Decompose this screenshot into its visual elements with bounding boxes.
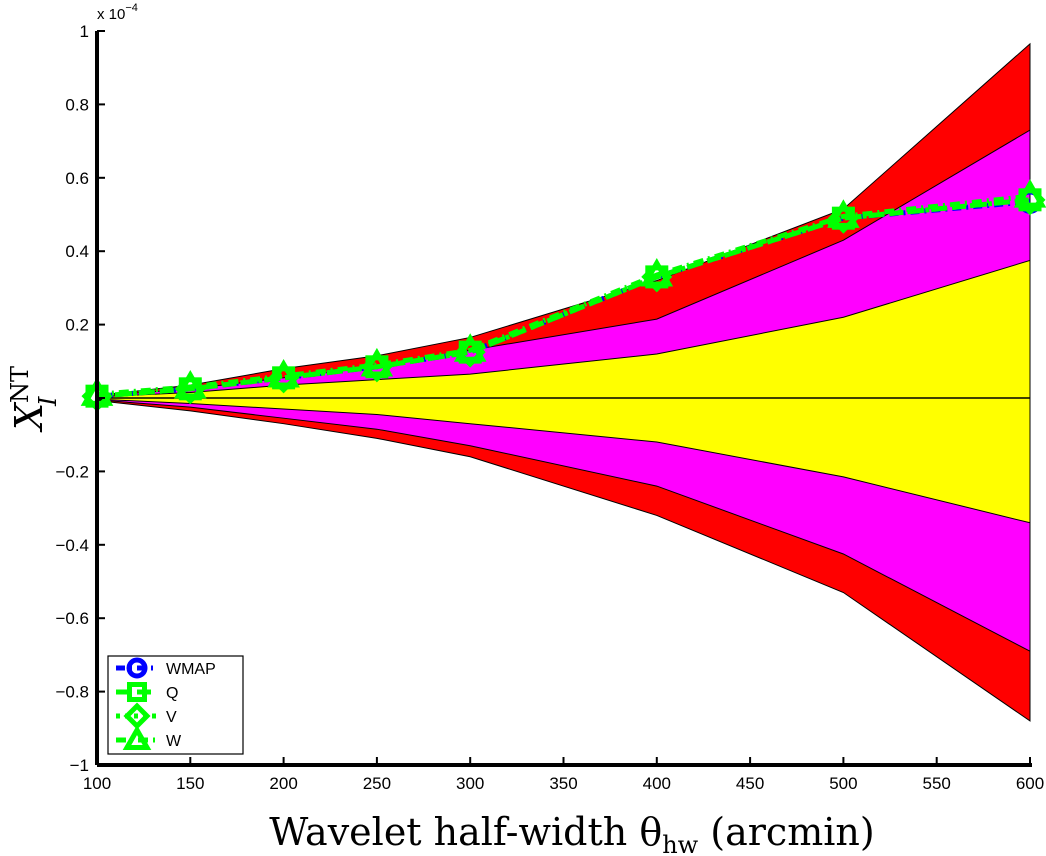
x-tick-label: 200: [269, 774, 297, 793]
confidence-bands: [96, 42, 1031, 722]
y-tick-label: −0.4: [55, 536, 89, 555]
series-lines: [80, 179, 1046, 412]
y-tick-label: −0.2: [55, 462, 89, 481]
legend-label: Q: [166, 685, 178, 702]
data-point-w: [453, 333, 487, 362]
legend-marker: [127, 682, 147, 702]
legend-marker: [122, 724, 152, 750]
x-tick-label: 400: [643, 774, 671, 793]
data-point-w: [267, 358, 300, 388]
y-tick-label: 0.6: [65, 169, 89, 188]
y-tick-label: −1: [70, 756, 89, 775]
series-line-v: [96, 197, 1031, 399]
x-tick-label: 150: [176, 774, 204, 793]
data-point-w: [1013, 179, 1046, 208]
data-point-w: [827, 199, 860, 228]
data-point-w: [173, 369, 207, 399]
x-ticks: 100 150 200 250 300 350 400 450 500 550 600: [83, 757, 1044, 793]
legend-entry-wmap: WMAP: [116, 657, 216, 679]
data-point-w: [640, 258, 674, 287]
y-ticks: 1 0.8 0.6 0.4 0.2 −0.2 −0.4 −0.6 −0.8 −1: [55, 22, 105, 775]
legend-marker: [126, 657, 148, 679]
y-axis-title: XNTI: [6, 366, 62, 433]
y-tick-label: 0.8: [65, 95, 89, 114]
y-tick-label: −0.6: [55, 609, 89, 628]
x-tick-label: 350: [549, 774, 577, 793]
data-point-w: [360, 347, 394, 377]
y-tick-label: 1: [80, 22, 89, 41]
band-inner: [96, 259, 1031, 524]
legend-entry-q: Q: [116, 682, 178, 702]
x-tick-label: 300: [456, 774, 484, 793]
x-tick-label: 600: [1016, 774, 1044, 793]
x-axis-title: Wavelet half-width θhw (arcmin): [269, 810, 874, 856]
x-tick-label: 450: [736, 774, 764, 793]
y-tick-label: 0.4: [65, 242, 89, 261]
x-tick-label: 100: [83, 774, 111, 793]
legend-label: W: [166, 733, 182, 750]
x-tick-label: 550: [923, 774, 951, 793]
y-exponent-label: x 10−4: [97, 2, 138, 23]
legend-label: WMAP: [166, 661, 216, 678]
x-tick-label: 250: [363, 774, 391, 793]
y-tick-label: −0.8: [55, 683, 89, 702]
series-w: [80, 179, 1046, 406]
x-tick-label: 500: [829, 774, 857, 793]
legend-entry-w: W: [116, 724, 182, 750]
legend-label: V: [166, 709, 177, 726]
legend: WMAP QVW: [107, 655, 244, 755]
y-tick-label: 0.2: [65, 316, 89, 335]
